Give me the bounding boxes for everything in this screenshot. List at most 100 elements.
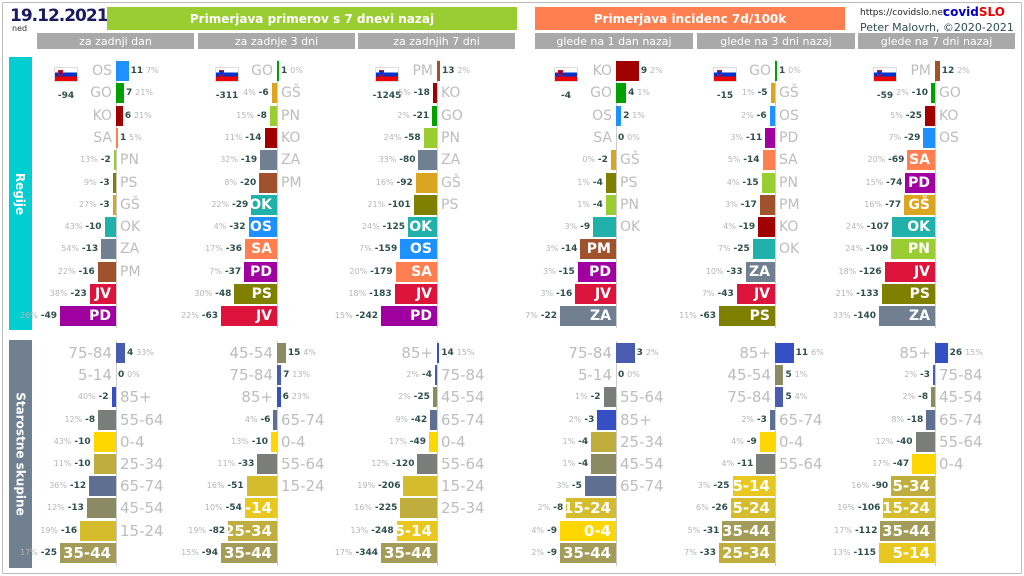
percent: 17% xyxy=(872,459,890,468)
bar xyxy=(560,306,616,327)
category-label: GO xyxy=(441,107,463,124)
value-label: 3% -17 xyxy=(725,195,757,215)
value: -9 xyxy=(547,525,557,536)
value: -15 xyxy=(742,177,759,188)
value: -159 xyxy=(374,244,398,255)
bar xyxy=(408,217,437,238)
value-label: 1 5% xyxy=(120,128,142,148)
bar xyxy=(116,83,124,104)
category-label: 25-34 xyxy=(441,499,485,518)
category-label: OS xyxy=(92,63,112,79)
value-label: 3% -5 xyxy=(556,476,582,496)
bar xyxy=(879,306,935,327)
percent: 2% xyxy=(904,370,918,380)
bar xyxy=(891,239,935,260)
value: -126 xyxy=(859,266,882,277)
value: 3 xyxy=(636,348,643,358)
value: -16 xyxy=(78,266,95,277)
percent: 13% xyxy=(350,525,369,535)
value: -25 xyxy=(40,547,57,558)
bar xyxy=(423,127,437,148)
section-label-regions: Regije xyxy=(9,57,32,330)
value: -29 xyxy=(231,199,249,210)
value-label: 6 21% xyxy=(125,106,152,126)
value-label: 17% -25 xyxy=(20,543,57,563)
bar xyxy=(89,476,116,497)
category-label: SA xyxy=(593,129,612,146)
percent: 4% xyxy=(721,459,735,468)
category-label: 45-54 xyxy=(120,499,164,518)
bar xyxy=(116,127,118,148)
zero-axis xyxy=(775,341,776,566)
category-label: 45-54 xyxy=(229,344,273,362)
category-label: GO xyxy=(251,63,273,79)
bar xyxy=(880,520,935,541)
value: 12 xyxy=(941,66,955,76)
category-label: PD xyxy=(779,129,799,146)
value-label: 1% -4 xyxy=(563,432,589,452)
bar xyxy=(418,150,437,171)
value-label: 26% -49 xyxy=(20,306,57,326)
value-label: 5% -14 xyxy=(728,150,760,170)
value-label: 30% -48 xyxy=(194,284,231,304)
category-label: 15-24 xyxy=(563,499,611,518)
value: -344 xyxy=(355,547,378,558)
bar xyxy=(234,284,277,304)
value-label: 5% -25 xyxy=(890,106,922,126)
value-label: 5 1% xyxy=(785,365,807,385)
percent: 17% xyxy=(389,436,407,446)
value: -63 xyxy=(201,311,218,322)
bar xyxy=(923,127,935,148)
category-label: 75-84 xyxy=(939,366,983,385)
percent: 7% xyxy=(209,266,222,276)
value-label: 10% -54 xyxy=(205,498,242,518)
value-label: 6 23% xyxy=(283,387,310,407)
value: -14 xyxy=(561,244,578,255)
value-label: 6% -26 xyxy=(696,498,728,518)
value: -3 xyxy=(99,199,110,210)
value-label: 10% -33 xyxy=(706,262,743,282)
percent: 4% xyxy=(726,177,740,187)
value-label: 7% -43 xyxy=(702,284,734,304)
subheader-1-day-ago: glede na 1 dan nazaj xyxy=(535,33,693,49)
bar xyxy=(432,105,437,126)
bar xyxy=(269,105,277,126)
bar xyxy=(430,409,437,430)
value-label: 1 0% xyxy=(281,61,303,81)
value: -106 xyxy=(857,503,881,514)
value: -49 xyxy=(40,311,57,322)
subheader-last-7-days: za zadnjih 7 dni xyxy=(358,33,515,49)
bar xyxy=(381,306,437,327)
category-label: 65-74 xyxy=(281,410,325,429)
percent: 8% xyxy=(891,414,905,424)
category-label: PN xyxy=(120,152,139,169)
value: -4 xyxy=(592,177,603,188)
value: -22 xyxy=(540,311,557,322)
category-label: PS xyxy=(749,308,770,325)
percent: 1% xyxy=(637,88,651,98)
percent: 3% xyxy=(730,132,744,142)
bar xyxy=(437,61,440,81)
value: -4 xyxy=(592,199,603,210)
percent: 2% xyxy=(457,66,471,75)
percent: 11% xyxy=(53,459,72,468)
category-label: 85+ xyxy=(739,344,771,362)
bar xyxy=(770,83,775,104)
site-url[interactable]: https://covidslo.net xyxy=(860,8,947,18)
bar xyxy=(112,172,116,193)
value: -225 xyxy=(374,503,398,514)
category-label: 35-44 xyxy=(882,521,930,540)
value: -120 xyxy=(391,459,415,469)
value-label: 0 0% xyxy=(118,365,140,385)
percent: 21% xyxy=(367,199,386,209)
value: -5 xyxy=(757,88,768,99)
total-value: -311 xyxy=(215,91,239,101)
value: 7 xyxy=(283,370,290,381)
value-label: 18% -126 xyxy=(838,262,881,282)
bar xyxy=(260,150,277,171)
percent: 20% xyxy=(349,266,368,276)
value: -77 xyxy=(884,199,902,210)
category-label: ZA xyxy=(281,152,301,169)
value: -9 xyxy=(580,222,591,233)
bar xyxy=(248,217,277,238)
